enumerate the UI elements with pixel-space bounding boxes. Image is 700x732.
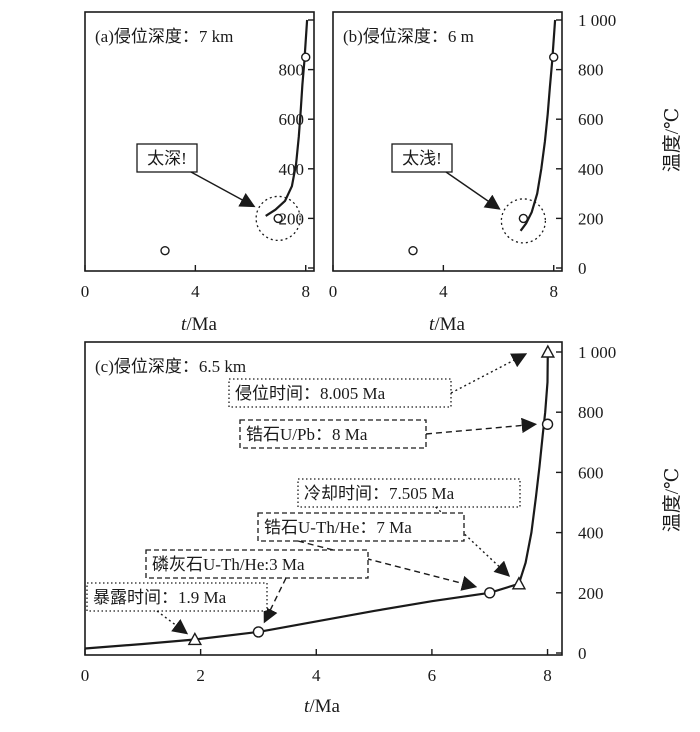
- x-axis-title-1-unit: /Ma: [434, 314, 465, 335]
- panel-1-circle-marker: [408, 245, 418, 256]
- panel-1-x-tick-label: 4: [439, 282, 448, 301]
- panel-1-callout-arrow: [445, 171, 501, 210]
- panel-1-x-tick-label: 0: [329, 282, 338, 301]
- panel-0-circle-marker: [301, 52, 311, 62]
- panel-0-callout: 太深!: [147, 149, 187, 168]
- panel-1-circle-marker: [549, 52, 559, 62]
- panel-0-y-tick-label: 800: [279, 61, 305, 80]
- panel-1-series-line: [519, 19, 557, 232]
- panel-2-x-tick-label: 4: [312, 666, 321, 685]
- x-axis-title-0-var: t: [181, 314, 187, 335]
- panel-2-title: (c)侵位深度：6.5 km: [95, 357, 246, 376]
- annotation-label-3: 锆石U-Th/He：7 Ma: [264, 518, 412, 537]
- annotation-label-5: 暴露时间：1.9 Ma: [93, 588, 227, 607]
- x-axis-title-0-unit: /Ma: [186, 314, 217, 335]
- annotation-label-1: 锆石U/Pb：8 Ma: [246, 425, 368, 444]
- panel-1-y-tick-label: 600: [578, 110, 604, 129]
- panel-1-callout-box: [391, 143, 453, 173]
- annotation-box-2: [297, 478, 521, 508]
- annotation-box-4: [145, 549, 369, 579]
- panel-1-x-tick-label: 8: [549, 282, 558, 301]
- panel-2-y-tick-label: 400: [578, 524, 604, 543]
- panel-0-callout-box: [136, 143, 198, 173]
- panel-0-circle-marker: [273, 213, 283, 224]
- annotation-box-3: [257, 512, 465, 542]
- panel-0-x-tick-label: 4: [191, 282, 200, 301]
- panel-2-x-tick-label: 6: [428, 666, 437, 685]
- annotation-box-5: [86, 582, 268, 612]
- panel-0-highlight-circle: [255, 195, 301, 242]
- annotation-label-4: 磷灰石U-Th/He:3 Ma: [152, 555, 305, 574]
- panel-2-triangle-marker: [187, 631, 203, 646]
- panel-1-y-tick-label: 0: [578, 259, 587, 278]
- panel-1-highlight-circle: [500, 198, 547, 244]
- annotation-label-0: 侵位时间：8.005 Ma: [235, 384, 386, 403]
- panel-0-x-tick-label: 0: [81, 282, 90, 301]
- panel-1-frame: [332, 11, 563, 272]
- panel-0-title: (a)侵位深度：7 km: [95, 27, 233, 46]
- panel-2-y-tick-label: 1 000: [578, 343, 616, 362]
- panel-0-circle-marker: [160, 245, 170, 256]
- annotation-label-2: 冷却时间：7.505 Ma: [304, 484, 455, 503]
- x-axis-title-2-unit: /Ma: [309, 696, 340, 717]
- panel-1-callout: 太浅!: [402, 149, 442, 168]
- panel-0-callout-arrow: [190, 171, 256, 208]
- panel-1-y-tick-label: 800: [578, 61, 604, 80]
- panel-0-frame: [84, 11, 315, 272]
- panel-2-y-tick-label: 800: [578, 403, 604, 422]
- panel-0-x-tick-label: 8: [301, 282, 310, 301]
- y-axis-title-1: 温度/℃: [661, 468, 683, 533]
- panel-1-y-tick-label: 400: [578, 160, 604, 179]
- panel-1-y-tick-label: 1 000: [578, 11, 616, 30]
- x-axis-title-2: t/Ma: [304, 696, 340, 717]
- annotation-arrow-4: [263, 577, 287, 624]
- panel-2-triangle-marker: [511, 576, 527, 590]
- panel-0-y-tick-label: 600: [279, 110, 305, 129]
- x-axis-title-0: t/Ma: [181, 314, 217, 335]
- x-axis-title-1-var: t: [429, 314, 435, 335]
- panel-0-y-tick-label: 400: [279, 160, 305, 179]
- panel-1-circle-marker: [518, 213, 529, 224]
- panel-2-y-tick-label: 200: [578, 584, 604, 603]
- annotation-arrow-1: [425, 417, 538, 435]
- panel-2-y-tick-label: 0: [578, 644, 587, 663]
- panel-2-frame: [84, 341, 563, 656]
- panel-2-circle-marker: [484, 587, 496, 599]
- panel-2-x-tick-label: 8: [543, 666, 552, 685]
- panel-2-circle-marker: [252, 626, 265, 638]
- panel-0-series-line: [265, 19, 309, 217]
- y-axis-title-0: 温度/℃: [661, 108, 683, 173]
- panel-0-y-tick-label: 200: [279, 209, 305, 228]
- annotation-arrow-5: [156, 610, 189, 635]
- panel-2-circle-marker: [541, 418, 554, 430]
- x-axis-title-1: t/Ma: [429, 314, 465, 335]
- annotation-arrow-0: [450, 353, 528, 394]
- annotation-arrow-3: [297, 540, 478, 591]
- x-axis-title-2-var: t: [304, 696, 310, 717]
- panel-2-triangle-marker: [540, 344, 556, 358]
- panel-2-x-tick-label: 2: [196, 666, 205, 685]
- panel-2-y-tick-label: 600: [578, 463, 604, 482]
- panel-1-title: (b)侵位深度：6 m: [343, 27, 474, 46]
- panel-2-x-tick-label: 0: [81, 666, 90, 685]
- panel-1-y-tick-label: 200: [578, 209, 604, 228]
